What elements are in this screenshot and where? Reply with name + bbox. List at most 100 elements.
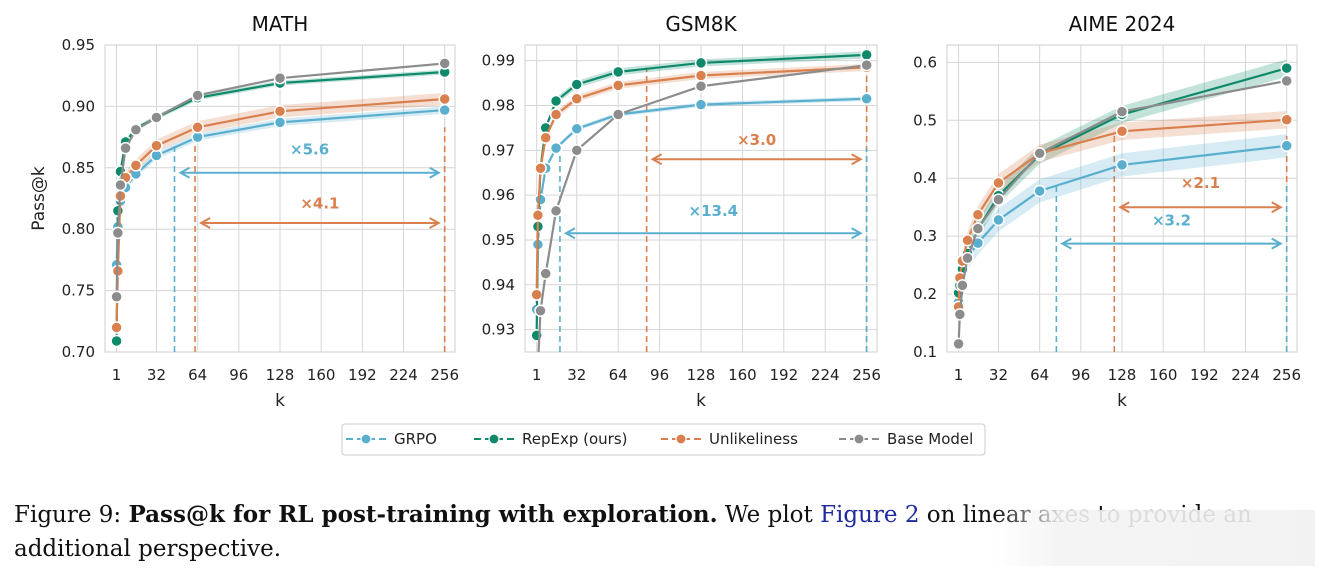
- plot-content: [530, 48, 873, 352]
- x-axis-label: k: [1117, 391, 1127, 411]
- series-base-model: [952, 74, 1293, 351]
- data-point: [1115, 158, 1129, 172]
- x-tick-label: 64: [1030, 366, 1049, 384]
- data-point: [129, 159, 143, 172]
- y-tick-label: 0.94: [482, 276, 515, 294]
- x-tick-label: 1: [954, 366, 964, 384]
- data-point: [110, 334, 123, 348]
- x-tick-label: 32: [989, 366, 1008, 384]
- x-tick-label: 64: [188, 366, 207, 384]
- y-tick-label: 0.93: [482, 321, 515, 339]
- data-point: [539, 131, 552, 145]
- x-tick-label: 1: [532, 366, 542, 384]
- panel-aime-2024: 1 32 64 96 128 160 192 224 256 0.1 0.2 0.3 0.4 0.5 0.6…: [913, 12, 1301, 411]
- figure-2-link[interactable]: Figure 2: [820, 502, 920, 528]
- y-tick-label: 0.80: [62, 220, 95, 238]
- data-point: [438, 92, 451, 106]
- plot-content: [952, 59, 1293, 352]
- data-point: [956, 279, 969, 292]
- plot-frame: [946, 44, 1298, 353]
- x-tick-label: 96: [650, 366, 669, 384]
- y-tick-label: 0.5: [913, 111, 937, 129]
- y-tick-label: 0.70: [62, 343, 95, 361]
- x-tick-label: 256: [430, 366, 459, 384]
- data-point: [694, 56, 708, 70]
- data-point: [114, 178, 127, 192]
- x-tick-label: 192: [1190, 366, 1219, 384]
- caption-title: Pass@k for RL post-training with explora…: [128, 501, 718, 528]
- x-axis-label: k: [275, 391, 285, 411]
- band-grpo: [958, 134, 1287, 314]
- y-tick-label: 0.95: [482, 231, 515, 249]
- caption-text-pre: We plot: [724, 502, 813, 528]
- x-tick-label: 96: [1071, 366, 1090, 384]
- x-tick-label: 160: [307, 366, 336, 384]
- data-point: [992, 213, 1005, 227]
- x-tick-label: 1: [112, 366, 122, 384]
- data-point: [961, 251, 974, 265]
- data-point: [534, 304, 547, 318]
- data-point: [694, 69, 708, 82]
- arrow-head-left: [199, 217, 211, 229]
- y-tick-label: 0.96: [482, 186, 515, 204]
- legend-entry-grpo: GRPO: [346, 430, 437, 448]
- data-point: [531, 209, 545, 222]
- x-tick-label: 192: [770, 366, 799, 384]
- caption-label: Figure 9:: [14, 502, 122, 528]
- legend-label: GRPO: [394, 430, 437, 448]
- data-point: [110, 290, 123, 303]
- annotation-label: ×4.1: [300, 194, 339, 212]
- data-point: [273, 105, 287, 118]
- annotation-3-2: [1055, 184, 1288, 352]
- legend-entry-base-model: Base Model: [839, 430, 973, 448]
- data-point: [971, 208, 985, 221]
- x-tick-label: 224: [811, 366, 840, 384]
- arrow-head-right: [429, 166, 441, 179]
- chart-title: GSM8K: [665, 12, 737, 36]
- data-point: [111, 226, 125, 240]
- data-point: [530, 288, 543, 301]
- legend-label: Unlikeliness: [709, 430, 798, 448]
- legend-entry-unlikeliness: Unlikeliness: [661, 430, 798, 448]
- annotation-label: ×2.1: [1181, 174, 1220, 192]
- x-tick-label: 224: [1231, 366, 1260, 384]
- x-tick-label: 192: [348, 366, 377, 384]
- data-point: [1280, 61, 1293, 75]
- data-point: [611, 79, 625, 92]
- annotation-label: ×3.2: [1152, 212, 1191, 230]
- data-point: [438, 57, 451, 70]
- data-point: [119, 141, 132, 155]
- legend-label: Base Model: [887, 430, 973, 448]
- x-tick-label: 224: [389, 366, 418, 384]
- data-point: [549, 204, 563, 218]
- data-point: [549, 141, 563, 155]
- data-point: [860, 92, 873, 106]
- chart-title: AIME 2024: [1069, 12, 1176, 36]
- y-tick-label: 0.6: [913, 53, 937, 71]
- data-point: [952, 337, 965, 351]
- y-tick-label: 0.75: [62, 282, 95, 300]
- data-point: [611, 108, 625, 121]
- y-tick-label: 0.1: [913, 343, 937, 361]
- legend-swatch-marker: [853, 433, 865, 445]
- data-point: [191, 89, 204, 102]
- x-tick-label: 128: [266, 366, 295, 384]
- annotation-4-1: [194, 127, 446, 352]
- y-tick-label: 0.98: [482, 97, 515, 115]
- data-point: [129, 123, 143, 136]
- panel-gsm8k: 1 32 64 96 128 160 192 224 256 0.93 0.94 0.95 0.96 0.…: [482, 12, 881, 411]
- figure-panels: 1 32 64 96 128 160 192 224 256 0.70 0.75 0.80 0.85 0.…: [29, 12, 1301, 456]
- data-point: [539, 267, 552, 280]
- annotation-label: ×3.0: [737, 131, 776, 149]
- data-point: [549, 108, 563, 121]
- data-point: [570, 92, 584, 106]
- plot-content: [110, 57, 451, 352]
- arrow-head-right: [1271, 201, 1283, 214]
- data-point: [971, 222, 985, 235]
- data-point: [694, 79, 708, 93]
- arrow-head-right: [851, 227, 863, 240]
- x-tick-label: 32: [567, 366, 586, 384]
- legend-label: RepExp (ours): [522, 430, 628, 448]
- data-point: [1115, 125, 1129, 138]
- data-point: [611, 65, 625, 79]
